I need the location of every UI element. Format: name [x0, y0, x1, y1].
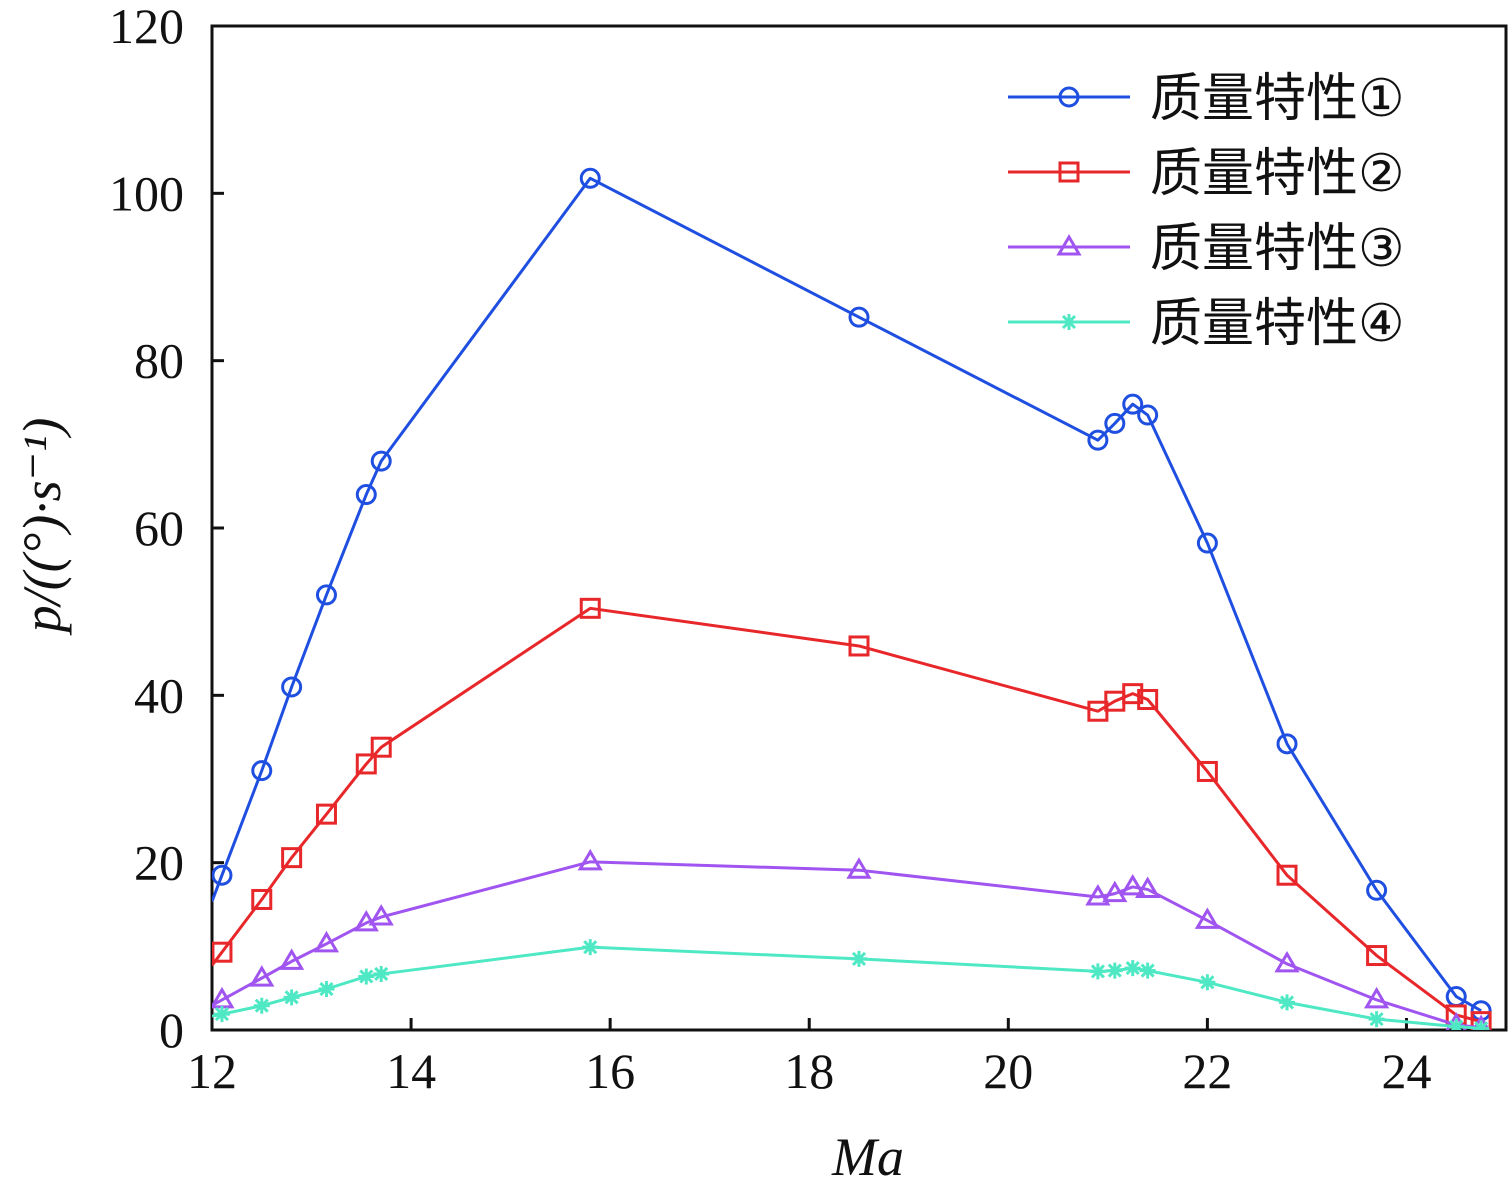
- axis-ticks: 12 14 16 18 20 22 24 0 20 40 60 80 100 120: [109, 0, 1431, 1099]
- series-2-point: [251, 888, 273, 910]
- legend: 质量特性① 质量特性② 质量特性③ 质量特性④: [1008, 69, 1405, 354]
- series-1-point: [1366, 879, 1388, 901]
- series-1: [212, 167, 1492, 1022]
- series-4: [212, 939, 1490, 1030]
- series-2-point: [355, 753, 377, 775]
- series-2-point: [1137, 689, 1159, 711]
- legend-marker: [1058, 86, 1080, 108]
- series-3-point: [1120, 873, 1146, 896]
- series-2-point: [579, 597, 601, 619]
- series-3-point: [1102, 880, 1128, 903]
- series-1-point: [848, 306, 870, 328]
- series-4-point: [582, 939, 599, 956]
- series-2-point: [281, 847, 303, 869]
- series-1-point: [370, 450, 392, 472]
- series-3-point: [1363, 986, 1390, 1009]
- series-2-point: [1470, 1011, 1492, 1030]
- series-3-point: [577, 848, 603, 871]
- series-1-point: [1087, 429, 1109, 451]
- series-4-point: [1139, 962, 1156, 979]
- series-2-point: [1196, 760, 1218, 782]
- series-3-point: [1194, 907, 1221, 929]
- series-4-point: [1089, 963, 1106, 980]
- series-3-point: [279, 948, 305, 970]
- y-tick-label: 80: [134, 333, 184, 389]
- series-4-point: [1473, 1020, 1490, 1030]
- series-1-point: [315, 584, 337, 606]
- x-tick-label: 18: [784, 1043, 834, 1099]
- series-1-point: [212, 864, 233, 886]
- series-4-point: [1448, 1018, 1465, 1030]
- x-tick-label: 24: [1381, 1043, 1431, 1099]
- series-2-point: [1122, 683, 1144, 705]
- series-3-point: [846, 857, 872, 879]
- series-4-point: [253, 997, 270, 1014]
- series-3-point: [313, 930, 340, 953]
- legend-label: 质量特性③: [1150, 219, 1405, 279]
- y-tick-label: 120: [109, 0, 184, 54]
- y-tick-label: 100: [109, 165, 184, 221]
- series-4-point: [213, 1006, 230, 1023]
- series-4-point: [1199, 974, 1216, 991]
- series-2-point: [315, 803, 337, 825]
- series-1-point: [1276, 733, 1298, 755]
- legend-label: 质量特性①: [1150, 69, 1405, 129]
- series-3-point: [249, 965, 275, 987]
- series-2-line: [212, 606, 1482, 1024]
- series-2-point: [370, 736, 392, 758]
- series-4-point: [1124, 960, 1141, 977]
- series-1-point: [1196, 532, 1218, 554]
- series-4-point: [851, 950, 867, 967]
- series-4-point: [1106, 962, 1123, 979]
- legend-label: 质量特性④: [1150, 294, 1405, 354]
- series-3-line: [212, 860, 1482, 1029]
- series-3-point: [1085, 884, 1111, 906]
- y-tick-label: 60: [134, 500, 184, 556]
- series-layer: [212, 167, 1492, 1030]
- y-tick-label: 20: [134, 835, 184, 891]
- series-3-point: [1274, 950, 1300, 973]
- x-tick-label: 16: [585, 1043, 635, 1099]
- series-3-point: [1135, 876, 1161, 898]
- x-axis-title: Ma: [831, 1127, 904, 1184]
- series-4-point: [1368, 1011, 1385, 1028]
- y-axis-title: p/((°)·s⁻¹): [12, 418, 72, 637]
- series-3-point: [1472, 1014, 1491, 1030]
- series-4-point: [283, 989, 300, 1006]
- legend-marker: [1061, 314, 1077, 330]
- series-2-point: [848, 635, 870, 657]
- series-1-point: [251, 760, 273, 782]
- y-tick-label: 0: [159, 1002, 184, 1058]
- legend-label: 质量特性②: [1150, 144, 1405, 204]
- series-1-point: [1104, 412, 1126, 434]
- series-3: [212, 848, 1491, 1030]
- series-4-point: [373, 965, 390, 982]
- series-2-point: [1366, 945, 1388, 967]
- x-tick-label: 22: [1182, 1043, 1232, 1099]
- series-1-line: [212, 176, 1482, 1013]
- series-1-point: [281, 676, 303, 698]
- y-tick-label: 40: [134, 667, 184, 723]
- legend-marker: [1056, 234, 1082, 256]
- series-2-point: [212, 941, 233, 963]
- x-tick-label: 20: [983, 1043, 1033, 1099]
- series-1-point: [1122, 393, 1144, 415]
- series-2-point: [1276, 864, 1298, 886]
- series-1-point: [1137, 404, 1159, 426]
- series-4-point: [318, 981, 335, 998]
- series-1-point: [579, 167, 601, 189]
- series-3-point: [368, 904, 394, 926]
- series-1-point: [355, 484, 377, 506]
- x-tick-label: 14: [386, 1043, 436, 1099]
- series-4-point: [1279, 994, 1296, 1011]
- series-4-point: [358, 968, 375, 985]
- series-2: [212, 597, 1492, 1030]
- legend-marker: [1058, 161, 1080, 183]
- x-tick-label: 12: [187, 1043, 237, 1099]
